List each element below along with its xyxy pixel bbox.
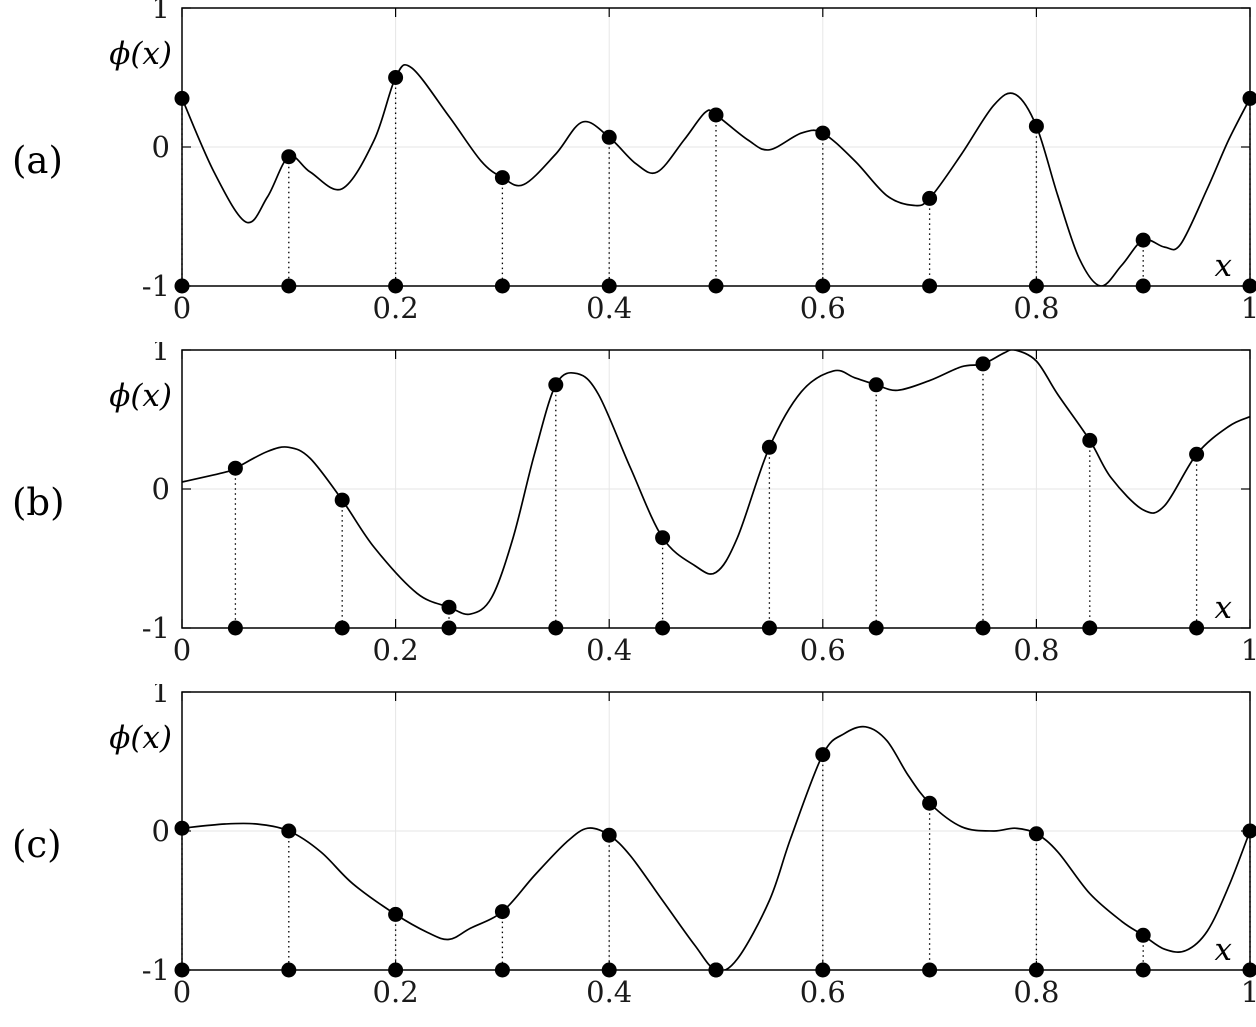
x-tick-label: 0.8	[1013, 975, 1059, 1009]
sample-dot	[1135, 232, 1151, 248]
tick-marks	[181, 349, 1251, 629]
x-tick-label: 0	[173, 633, 191, 667]
sample-dot	[601, 827, 617, 843]
sample-dot	[441, 599, 457, 615]
x-axis-label: x	[1215, 248, 1233, 284]
sample-dot	[1082, 432, 1098, 448]
panel-b: (b) 0 0.2 0.4 0.6 0.8 1 1 0 -1 ϕ(x) x	[0, 342, 1256, 684]
sample-dot	[548, 377, 564, 393]
panel-a-plot: 0 0.2 0.4 0.6 0.8 110-1ϕ(x)x	[109, 0, 1256, 325]
y-tick-label: -1	[142, 269, 170, 303]
sample-dot	[601, 129, 617, 145]
sample-markers	[227, 356, 1205, 636]
sample-dot	[655, 530, 671, 546]
y-tick-label: 1	[152, 684, 170, 709]
panel-a: (a) 0 0.2 0.4 0.6 0.8 1 1 0 -1 ϕ(x) x	[0, 0, 1256, 342]
tick-labels: 0 0.2 0.4 0.6 0.8 110-1	[142, 684, 1256, 1009]
x-tick-label: 0.8	[1013, 291, 1059, 325]
sample-dot	[281, 823, 297, 839]
sample-dot	[494, 904, 510, 920]
sample-dot	[1028, 118, 1044, 134]
x-tick-label: 0.2	[373, 975, 419, 1009]
sample-dot	[334, 492, 350, 508]
x-tick-label: 0.4	[586, 291, 632, 325]
panel-a-letter: (a)	[12, 139, 63, 182]
tick-marks	[181, 691, 1251, 971]
panel-b-letter: (b)	[12, 481, 65, 524]
phi-curve	[182, 63, 1250, 286]
x-tick-label: 0.4	[586, 975, 632, 1009]
sample-dot	[922, 795, 938, 811]
sample-dot	[494, 170, 510, 186]
sample-dot	[1135, 927, 1151, 943]
y-tick-label: 1	[152, 342, 170, 367]
y-axis-label: ϕ(x)	[109, 720, 172, 756]
sample-dot	[281, 149, 297, 165]
y-tick-label: 0	[152, 472, 170, 506]
panel-c-plot: 0 0.2 0.4 0.6 0.8 110-1ϕ(x)x	[109, 684, 1256, 1009]
sample-dot	[922, 190, 938, 206]
x-tick-label: 0	[173, 975, 191, 1009]
x-tick-label: 1	[1241, 291, 1256, 325]
x-tick-label: 0.6	[800, 291, 846, 325]
phi-curve	[182, 725, 1250, 970]
x-tick-label: 1	[1241, 975, 1256, 1009]
tick-labels: 0 0.2 0.4 0.6 0.8 110-1	[142, 0, 1256, 325]
x-tick-label: 0.8	[1013, 633, 1059, 667]
x-axis-label: x	[1215, 932, 1233, 968]
sample-dot	[975, 356, 991, 372]
tick-marks	[181, 7, 1251, 287]
y-tick-label: 0	[152, 814, 170, 848]
y-axis-label: ϕ(x)	[109, 378, 172, 414]
x-tick-label: 0.2	[373, 633, 419, 667]
sample-dot	[1028, 826, 1044, 842]
sample-dot	[227, 460, 243, 476]
sample-dot	[761, 439, 777, 455]
x-tick-label: 0.4	[586, 633, 632, 667]
sample-stems	[234, 363, 1198, 628]
tick-labels: 0 0.2 0.4 0.6 0.8 110-1	[142, 342, 1256, 667]
y-tick-label: 0	[152, 130, 170, 164]
x-tick-label: 1	[1241, 633, 1256, 667]
x-tick-label: 0.2	[373, 291, 419, 325]
sample-dot	[1189, 446, 1205, 462]
sample-dot	[815, 747, 831, 763]
y-tick-label: -1	[142, 953, 170, 987]
panel-c: (c) 0 0.2 0.4 0.6 0.8 1 1 0 -1 ϕ(x) x	[0, 684, 1256, 1026]
gridlines	[182, 350, 1250, 628]
sample-dot	[868, 377, 884, 393]
phi-curve	[182, 350, 1250, 616]
y-axis-label: ϕ(x)	[109, 36, 172, 72]
sample-dot	[388, 906, 404, 922]
panel-c-letter: (c)	[12, 823, 62, 866]
sample-dot	[708, 107, 724, 123]
x-tick-label: 0	[173, 291, 191, 325]
sample-dot	[388, 70, 404, 85]
y-tick-label: 1	[152, 0, 170, 25]
sample-dot	[815, 125, 831, 141]
y-tick-label: -1	[142, 611, 170, 645]
x-axis-label: x	[1215, 590, 1233, 626]
panel-b-plot: 0 0.2 0.4 0.6 0.8 110-1ϕ(x)x	[109, 342, 1256, 667]
x-tick-label: 0.6	[800, 633, 846, 667]
x-tick-label: 0.6	[800, 975, 846, 1009]
